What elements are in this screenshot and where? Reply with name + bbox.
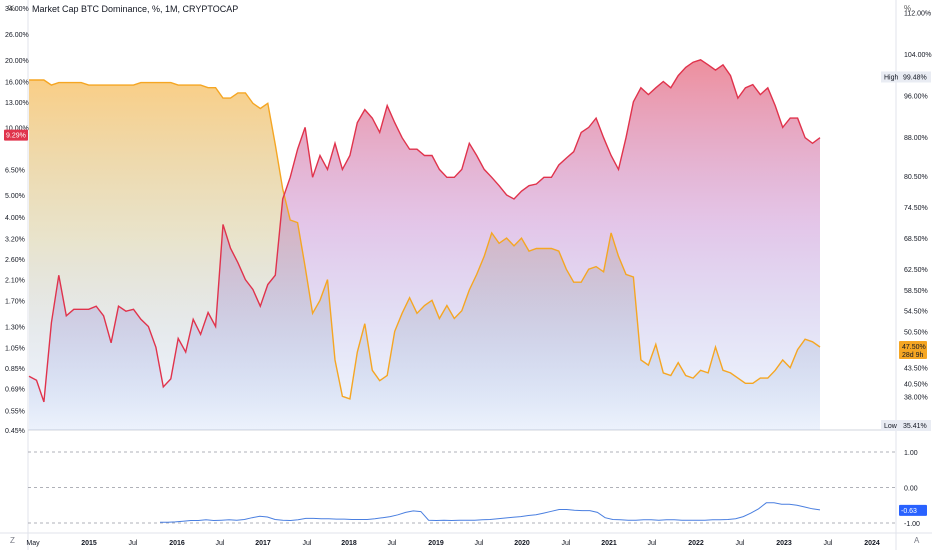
- right-axis-tick: 104.00%: [904, 52, 932, 59]
- oscillator-line: [160, 502, 821, 523]
- x-axis-tick: Jul: [824, 540, 833, 547]
- right-axis-tick: 40.50%: [904, 381, 928, 388]
- series-lines: [28, 59, 821, 403]
- left-axis-tick: 1.70%: [5, 298, 25, 305]
- x-axis-tick: 2017: [255, 540, 271, 547]
- value-badges: 9.29% 47.50%28d 9h High 99.48% Low 35.41% -0.6…: [4, 71, 931, 516]
- right-axis-tick: 68.50%: [904, 236, 928, 243]
- oscillator-last-value-badge-bg: [899, 504, 927, 516]
- x-axis-tick: Jul: [562, 540, 571, 547]
- chart-title: Market Cap BTC Dominance, %, 1M, CRYPTOC…: [32, 4, 239, 14]
- low-marker-value: 35.41%: [903, 423, 927, 430]
- high-marker-value: 99.48%: [903, 74, 927, 81]
- left-last-value-badge: 9.29%: [6, 133, 26, 140]
- dominance-line: [29, 79, 821, 400]
- countdown-label: 28d 9h: [902, 352, 924, 359]
- right-axis-tick: 88.00%: [904, 135, 928, 142]
- right-axis-tick: 112.00%: [904, 11, 931, 18]
- x-axis-tick: Jul: [129, 540, 138, 547]
- left-axis-tick: 26.00%: [5, 32, 29, 39]
- x-axis-tick: Jul: [648, 540, 657, 547]
- oscillator-axis-tick: 1.00: [904, 450, 918, 457]
- right-axis-tick: 54.50%: [904, 309, 928, 316]
- low-marker-label: Low: [884, 423, 898, 430]
- high-marker-label: High: [884, 74, 899, 81]
- left-axis-tick: 3.20%: [5, 237, 25, 244]
- market-cap-line: [28, 59, 821, 403]
- x-axis-tick: 2023: [776, 540, 792, 547]
- left-axis-tick: 1.05%: [5, 345, 25, 352]
- x-axis-tick: 2021: [601, 540, 617, 547]
- left-axis-tick: 0.45%: [5, 428, 25, 435]
- oscillator-panel: [28, 451, 896, 524]
- x-axis-tick: Jul: [388, 540, 397, 547]
- left-last-value-badge-bg: [4, 129, 28, 141]
- x-axis-tick: 2016: [169, 540, 185, 547]
- x-axis-tick: 2018: [341, 540, 357, 547]
- left-axis-tick: 2.60%: [5, 257, 25, 264]
- left-axis-tick: 0.69%: [5, 386, 25, 393]
- right-axis-tick: 62.50%: [904, 267, 928, 274]
- x-axis-tick: 2015: [81, 540, 97, 547]
- low-marker-bg: [881, 420, 931, 431]
- right-axis-tick: 74.50%: [904, 205, 928, 212]
- left-axis-tick: 20.00%: [5, 58, 29, 65]
- x-axis-tick: Jul: [736, 540, 745, 547]
- right-axis-tick: 96.00%: [904, 94, 928, 101]
- right-axis-tick: 50.50%: [904, 329, 928, 336]
- left-axis-tick: 0.85%: [5, 366, 25, 373]
- high-marker-bg: [881, 71, 931, 83]
- left-axis-tick: 2.10%: [5, 278, 25, 285]
- left-axis-tick: 16.00%: [5, 80, 29, 87]
- oscillator-axis-tick: -1.00: [904, 521, 920, 528]
- left-axis-unit: %: [8, 4, 16, 13]
- oscillator-axis-tick: 0.00: [904, 486, 918, 493]
- left-axis-tick: 6.50%: [5, 167, 25, 174]
- left-axis-tick: 4.00%: [5, 215, 25, 222]
- left-axis-tick: 10.00%: [5, 125, 29, 132]
- right-last-value: 47.50%: [902, 344, 926, 351]
- left-axis-tick: 34.00%: [5, 6, 29, 13]
- left-axis-tick: 13.00%: [5, 100, 29, 107]
- axes: 34.00%26.00%20.00%16.00%13.00%10.00%9.00…: [5, 6, 932, 547]
- x-axis-tick: Jul: [216, 540, 225, 547]
- left-axis-tick: 1.30%: [5, 324, 25, 331]
- left-axis-tick: 5.00%: [5, 193, 25, 200]
- x-axis-tick: Jul: [475, 540, 484, 547]
- right-axis-unit: %: [904, 4, 912, 13]
- auto-scale-toggle[interactable]: A: [914, 536, 920, 545]
- x-axis-tick: 2019: [428, 540, 444, 547]
- x-axis-tick: Jul: [303, 540, 312, 547]
- market-cap-area: [29, 59, 820, 431]
- x-axis-tick: May: [26, 540, 40, 547]
- zoom-icon[interactable]: Z: [10, 536, 15, 545]
- area-fills: [29, 59, 820, 431]
- right-last-value-badge-box-bg: [899, 341, 927, 359]
- oscillator-last-value-badge: -0.63: [901, 508, 917, 515]
- x-axis-tick: 2022: [688, 540, 704, 547]
- right-axis-tick: 58.50%: [904, 288, 928, 295]
- right-axis-tick: 80.50%: [904, 174, 928, 181]
- right-axis-tick: 38.00%: [904, 394, 928, 401]
- x-axis-tick: 2020: [514, 540, 530, 547]
- right-axis-tick: 43.50%: [904, 366, 928, 373]
- left-axis-tick: 0.55%: [5, 408, 25, 415]
- x-axis-tick: 2024: [864, 540, 880, 547]
